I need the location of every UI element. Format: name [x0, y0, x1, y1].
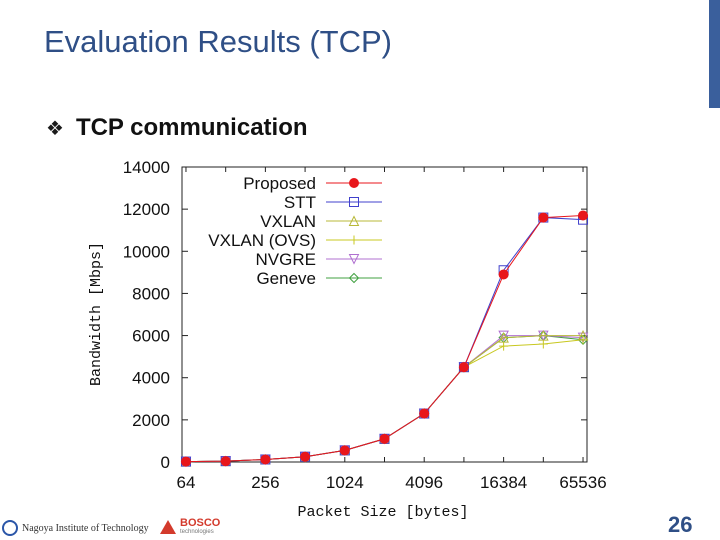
y-tick-label: 8000	[132, 284, 170, 303]
x-tick-label: 4096	[405, 473, 443, 492]
x-axis: 64 256 1024 4096 16384 65536	[177, 167, 607, 492]
bosco-logo-subtext: technologies	[180, 529, 214, 535]
data-point-proposed	[458, 362, 469, 373]
y-tick-label: 6000	[132, 327, 170, 346]
series-geneve	[180, 330, 589, 467]
nagoya-logo: Nagoya Institute of Technology	[2, 520, 149, 536]
legend-item-proposed: Proposed	[243, 174, 382, 193]
data-point-proposed	[379, 433, 390, 444]
y-axis: 0 2000 4000 6000 8000 10000 12000 14000	[123, 158, 587, 472]
diamond-bullet-icon: ❖	[46, 116, 64, 140]
series-stt	[180, 212, 589, 467]
data-point-proposed	[180, 456, 191, 467]
legend-item-vxlan: VXLAN	[260, 212, 382, 231]
data-point-vxlan	[498, 332, 509, 343]
y-tick-label: 4000	[132, 369, 170, 388]
data-point-proposed	[538, 212, 549, 223]
nagoya-emblem-icon	[2, 520, 18, 536]
legend-swatch-marker	[348, 215, 360, 226]
bullet-item: ❖ TCP communication	[46, 114, 308, 142]
series-vxlan	[180, 329, 589, 467]
legend-item-nvgre: NVGRE	[256, 250, 382, 269]
y-tick-label: 2000	[132, 411, 170, 430]
y-tick-label: 14000	[123, 158, 170, 177]
data-point-proposed	[220, 456, 231, 467]
x-tick-label: 1024	[326, 473, 364, 492]
data-point-proposed	[260, 454, 271, 465]
bullet-text: TCP communication	[75, 114, 308, 141]
data-point-proposed	[300, 451, 311, 462]
slide-title: Evaluation Results (TCP)	[44, 24, 393, 59]
data-point-vxlan-ovs	[499, 341, 509, 351]
page-number: 26	[668, 512, 693, 537]
bosco-logo: BOSCO technologies	[160, 518, 220, 535]
x-tick-label: 256	[251, 473, 279, 492]
legend-swatch-marker	[349, 197, 359, 207]
data-point-vxlan	[577, 329, 589, 341]
bosco-logo-text: BOSCO	[180, 517, 221, 529]
x-tick-label: 64	[177, 473, 196, 492]
series-line-proposed	[185, 214, 584, 463]
data-point-vxlan	[538, 329, 549, 341]
legend-swatch-marker	[349, 178, 359, 188]
legend-item-vxlan-ovs: VXLAN (OVS)	[208, 231, 382, 250]
y-tick-label: 0	[161, 453, 170, 472]
nagoya-logo-text: Nagoya Institute of Technology	[22, 522, 149, 534]
accent-bar	[709, 0, 720, 108]
data-point-proposed	[339, 445, 350, 456]
series-vxlan-ovs	[181, 335, 588, 467]
legend-label: VXLAN	[260, 212, 316, 231]
series-nvgre	[180, 330, 589, 468]
legend-label: STT	[284, 193, 316, 212]
y-axis-title: Bandwidth [Mbps]	[88, 242, 105, 386]
data-point-nvgre	[498, 330, 509, 342]
series-layer	[180, 210, 589, 468]
series-proposed	[180, 210, 589, 467]
legend-label: Proposed	[243, 174, 316, 193]
data-point-proposed	[498, 269, 509, 280]
legend-swatch-marker	[348, 254, 360, 265]
series-line-stt	[185, 217, 584, 463]
x-tick-label: 16384	[480, 473, 527, 492]
legend-item-geneve: Geneve	[256, 269, 382, 288]
legend-swatch-marker	[349, 235, 359, 245]
legend-swatch-marker	[348, 272, 360, 284]
legend-label: NVGRE	[256, 250, 316, 269]
data-point-nvgre	[577, 332, 589, 344]
data-point-proposed	[578, 210, 589, 221]
legend-label: Geneve	[256, 269, 316, 288]
data-point-proposed	[419, 408, 430, 419]
y-tick-label: 12000	[123, 200, 170, 219]
plot-frame	[181, 166, 588, 463]
bosco-emblem-icon	[160, 519, 176, 534]
x-tick-label: 65536	[559, 473, 606, 492]
y-tick-label: 10000	[123, 242, 170, 261]
legend-item-stt: STT	[284, 193, 382, 212]
x-axis-title: Packet Size [bytes]	[297, 504, 468, 521]
data-point-vxlan-ovs	[538, 339, 548, 349]
legend-label: VXLAN (OVS)	[208, 231, 316, 250]
